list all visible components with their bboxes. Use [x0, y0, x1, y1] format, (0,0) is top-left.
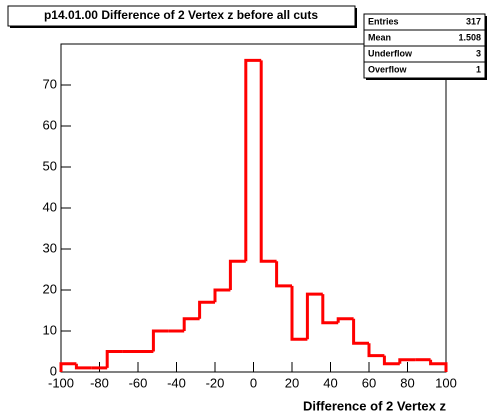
x-tick-label: 60	[362, 375, 376, 390]
stats-label: Entries	[368, 16, 399, 26]
y-tick-label: 0	[50, 363, 57, 378]
x-tick-label: 0	[250, 375, 257, 390]
x-tick-label: -20	[206, 375, 225, 390]
histogram-bin	[275, 261, 292, 288]
histogram-bin	[305, 292, 323, 340]
y-tick-label: 40	[43, 199, 57, 214]
y-tick-label: 30	[43, 240, 57, 255]
histogram-bin	[198, 300, 215, 319]
stats-label: Mean	[368, 32, 391, 42]
histogram-bin	[74, 363, 92, 370]
histogram-bin	[336, 317, 354, 323]
histogram-bin	[259, 60, 277, 263]
y-tick-label: 50	[43, 158, 57, 173]
y-tick-label: 10	[43, 322, 57, 337]
histogram-bin	[429, 359, 448, 372]
histogram-bin	[290, 285, 308, 341]
stats-value: 1.508	[458, 32, 481, 42]
histogram-bin	[244, 58, 262, 262]
histogram-bin	[398, 358, 416, 364]
chart-title: p14.01.00 Difference of 2 Vertex z befor…	[44, 8, 318, 22]
x-tick-label: 40	[323, 375, 337, 390]
histogram-bin	[321, 294, 339, 325]
histogram-bin	[105, 350, 123, 368]
histogram-bin	[367, 343, 385, 358]
x-tick-label: 100	[435, 375, 457, 390]
y-tick-label: 20	[43, 281, 57, 296]
histogram-bin	[182, 317, 200, 331]
stats-value: 3	[476, 48, 481, 58]
y-tick-label: 60	[43, 117, 57, 132]
stats-value: 1	[476, 64, 481, 74]
y-tick-label: 70	[43, 76, 57, 91]
x-tick-label: -100	[48, 375, 74, 390]
x-tick-label: 80	[400, 375, 414, 390]
histogram-bin	[213, 288, 231, 303]
stats-label: Overflow	[368, 64, 408, 74]
x-tick-label: -80	[90, 375, 109, 390]
title-box	[7, 5, 356, 27]
stats-value: 317	[466, 16, 481, 26]
histogram-bin	[382, 355, 400, 366]
x-tick-label: -40	[167, 375, 186, 390]
x-tick-label: -60	[129, 375, 148, 390]
x-tick-label: 20	[285, 375, 299, 390]
histogram-bin	[59, 362, 77, 372]
x-axis-label: Difference of 2 Vertex z	[303, 398, 447, 413]
histogram-bin	[228, 259, 246, 290]
histogram-bin	[151, 329, 169, 352]
stats-label: Underflow	[368, 48, 413, 58]
histogram-bin	[352, 318, 369, 345]
